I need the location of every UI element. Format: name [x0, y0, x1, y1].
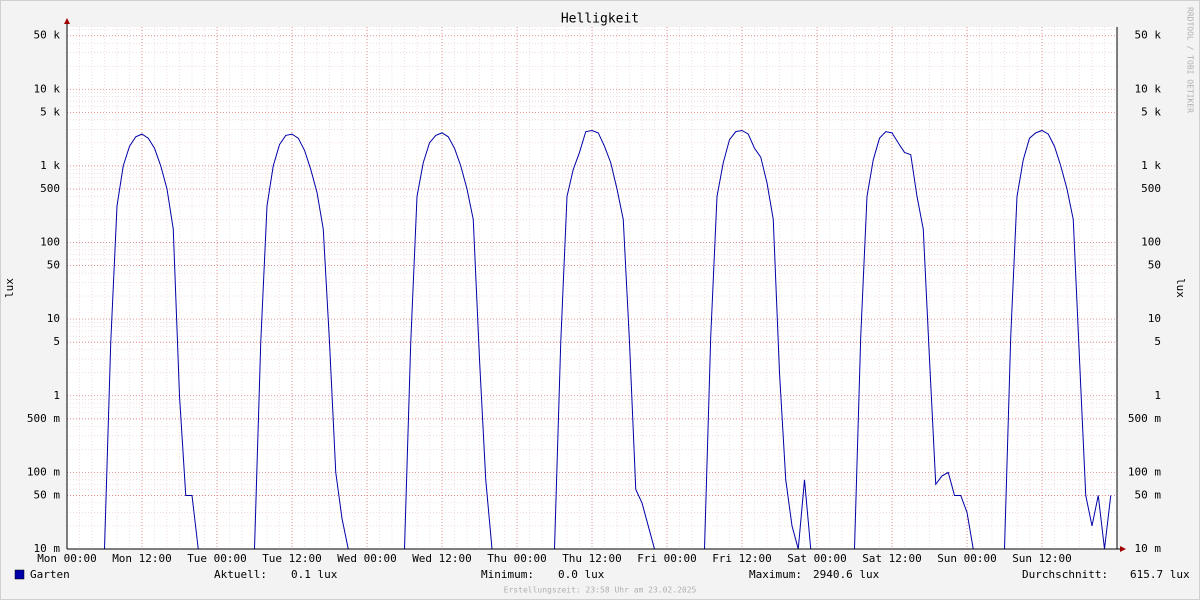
y2-axis-label: lux	[1174, 278, 1187, 298]
y-tick-label: 5	[53, 335, 60, 348]
y-tick-label: 10 m	[34, 542, 61, 555]
x-tick-label: Tue 00:00	[187, 552, 247, 565]
y2-tick-label: 100 m	[1128, 465, 1161, 478]
legend-label: Garten	[30, 568, 70, 581]
y2-tick-label: 10 m	[1135, 542, 1162, 555]
y2-tick-label: 1	[1154, 389, 1161, 402]
x-tick-label: Sat 12:00	[862, 552, 922, 565]
stat-label: Aktuell:	[214, 568, 267, 581]
x-tick-label: Mon 00:00	[37, 552, 97, 565]
y-tick-label: 1	[53, 389, 60, 402]
y2-tick-label: 10	[1148, 312, 1161, 325]
x-tick-label: Tue 12:00	[262, 552, 322, 565]
y-tick-label: 100 m	[27, 465, 60, 478]
y-tick-label: 1 k	[40, 159, 60, 172]
x-tick-label: Sat 00:00	[787, 552, 847, 565]
y-tick-label: 50 m	[34, 488, 61, 501]
y-tick-label: 50 k	[34, 29, 61, 42]
y2-tick-label: 5	[1154, 335, 1161, 348]
y-tick-label: 5 k	[40, 105, 60, 118]
y2-tick-label: 50 k	[1135, 29, 1162, 42]
stat-value: 2940.6 lux	[813, 568, 880, 581]
y2-tick-label: 50	[1148, 259, 1161, 272]
stat-label: Minimum:	[481, 568, 534, 581]
x-tick-label: Thu 00:00	[487, 552, 547, 565]
x-tick-label: Thu 12:00	[562, 552, 622, 565]
grid	[66, 27, 1118, 550]
stat-value: 0.0 lux	[558, 568, 605, 581]
x-tick-label: Wed 12:00	[412, 552, 472, 565]
y2-tick-label: 5 k	[1141, 105, 1161, 118]
y-tick-label: 10 k	[34, 82, 61, 95]
y-tick-label: 500	[40, 182, 60, 195]
y2-tick-label: 10 k	[1135, 82, 1162, 95]
x-tick-label: Mon 12:00	[112, 552, 172, 565]
stat-label: Durchschnitt:	[1022, 568, 1108, 581]
legend-swatch	[14, 569, 25, 580]
y-tick-label: 10	[47, 312, 60, 325]
x-tick-label: Wed 00:00	[337, 552, 397, 565]
axis-arrow	[64, 18, 70, 24]
stat-value: 0.1 lux	[291, 568, 338, 581]
y-tick-label: 500 m	[27, 412, 60, 425]
watermark: RRDTOOL / TOBI OETIKER	[1186, 7, 1195, 113]
x-tick-label: Sun 12:00	[1012, 552, 1072, 565]
y2-tick-label: 1 k	[1141, 159, 1161, 172]
y2-tick-label: 100	[1141, 236, 1161, 249]
stat-label: Maximum:	[749, 568, 802, 581]
axis-arrow	[1120, 546, 1126, 552]
y2-tick-label: 500	[1141, 182, 1161, 195]
y-axis-label: lux	[3, 278, 16, 298]
y-tick-label: 100	[40, 236, 60, 249]
y2-tick-label: 500 m	[1128, 412, 1161, 425]
x-tick-label: Fri 12:00	[712, 552, 772, 565]
x-tick-label: Sun 00:00	[937, 552, 997, 565]
y-tick-label: 50	[47, 259, 60, 272]
stat-value: 615.7 lux	[1130, 568, 1190, 581]
x-tick-label: Fri 00:00	[637, 552, 697, 565]
chart-title: Helligkeit	[561, 12, 639, 27]
footer: Erstellungszeit: 23:58 Uhr am 23.02.2025	[504, 586, 697, 595]
y2-tick-label: 50 m	[1135, 488, 1162, 501]
